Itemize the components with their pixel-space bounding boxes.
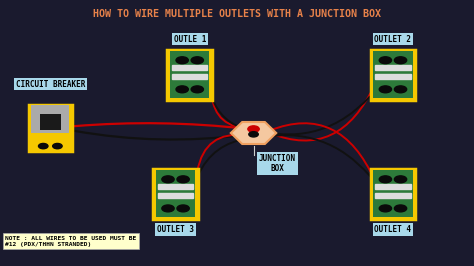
FancyBboxPatch shape: [374, 51, 412, 98]
Circle shape: [249, 132, 258, 137]
Circle shape: [177, 205, 189, 212]
Circle shape: [162, 205, 174, 212]
Bar: [375, 65, 410, 70]
Bar: [172, 65, 208, 70]
Text: OUTLET 4: OUTLET 4: [374, 225, 411, 234]
Bar: [158, 193, 193, 198]
Bar: [172, 74, 208, 79]
Text: OUTLET 2: OUTLET 2: [374, 35, 411, 44]
Circle shape: [177, 176, 189, 183]
Bar: [158, 184, 193, 189]
Circle shape: [191, 57, 203, 64]
Circle shape: [394, 205, 407, 212]
FancyBboxPatch shape: [40, 114, 61, 130]
Circle shape: [176, 86, 188, 93]
FancyBboxPatch shape: [167, 50, 212, 100]
Circle shape: [176, 57, 188, 64]
FancyBboxPatch shape: [371, 169, 415, 219]
Circle shape: [38, 143, 48, 149]
Text: NOTE : ALL WIRES TO BE USED MUST BE
#12 (PDX/THHN STRANDED): NOTE : ALL WIRES TO BE USED MUST BE #12 …: [5, 236, 137, 247]
FancyBboxPatch shape: [170, 51, 210, 98]
Circle shape: [379, 176, 392, 183]
Circle shape: [53, 143, 62, 149]
Text: JUNCTION
BOX: JUNCTION BOX: [259, 154, 296, 173]
Circle shape: [191, 86, 203, 93]
Circle shape: [162, 176, 174, 183]
FancyBboxPatch shape: [31, 106, 69, 133]
FancyBboxPatch shape: [153, 169, 198, 219]
Circle shape: [394, 176, 407, 183]
Bar: [375, 74, 410, 79]
Circle shape: [394, 57, 407, 64]
FancyBboxPatch shape: [29, 105, 72, 151]
Circle shape: [394, 86, 407, 93]
FancyBboxPatch shape: [156, 170, 195, 217]
Bar: [375, 184, 410, 189]
Circle shape: [379, 205, 392, 212]
Text: OUTLE 1: OUTLE 1: [173, 35, 206, 44]
Polygon shape: [231, 122, 276, 144]
Text: HOW TO WIRE MULTIPLE OUTLETS WITH A JUNCTION BOX: HOW TO WIRE MULTIPLE OUTLETS WITH A JUNC…: [93, 9, 381, 19]
Circle shape: [379, 86, 392, 93]
Circle shape: [248, 126, 259, 132]
Text: CIRCUIT BREAKER: CIRCUIT BREAKER: [16, 80, 85, 89]
FancyBboxPatch shape: [374, 170, 412, 217]
FancyBboxPatch shape: [371, 50, 415, 100]
Circle shape: [379, 57, 392, 64]
Bar: [375, 193, 410, 198]
Text: OUTLET 3: OUTLET 3: [157, 225, 194, 234]
